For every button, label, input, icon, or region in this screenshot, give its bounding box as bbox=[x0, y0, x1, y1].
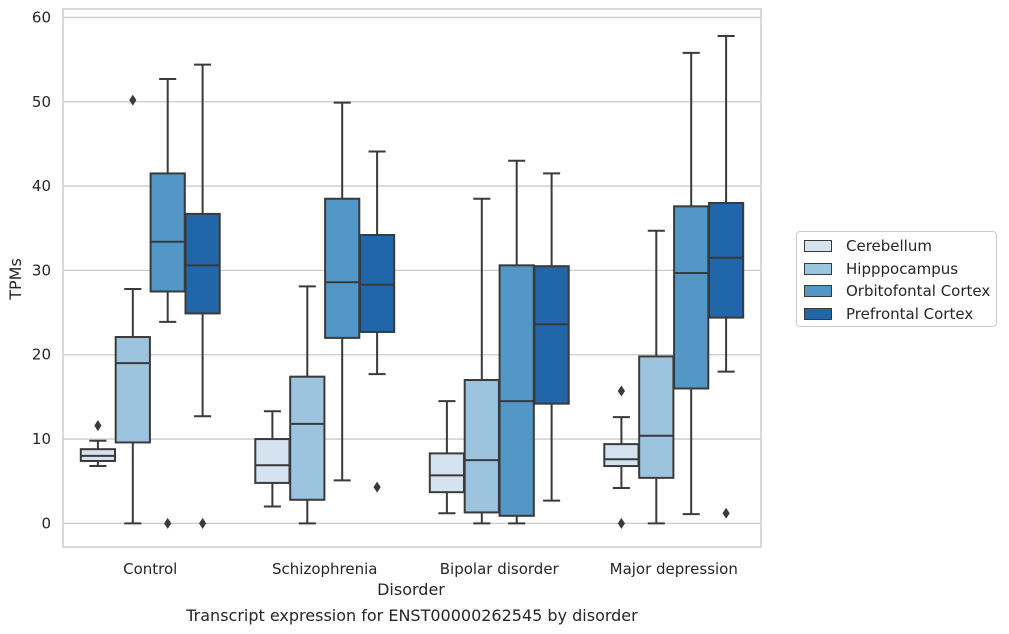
outlier-point bbox=[129, 94, 137, 106]
box-iqr bbox=[289, 375, 326, 501]
box-hipppocampus bbox=[114, 94, 151, 525]
box-iqr bbox=[463, 379, 500, 514]
legend-swatch bbox=[804, 285, 832, 298]
box-prefrontal-cortex bbox=[533, 172, 570, 502]
box-iqr bbox=[673, 205, 710, 390]
legend-item: Hipppocampus bbox=[804, 258, 996, 281]
legend-label: Hipppocampus bbox=[846, 259, 959, 278]
legend-swatch bbox=[804, 240, 832, 253]
chart-title: Transcript expression for ENST0000026254… bbox=[186, 606, 638, 625]
box-iqr bbox=[603, 443, 640, 468]
outlier-point bbox=[199, 517, 207, 529]
x-axis-label: Disorder bbox=[377, 580, 445, 599]
y-tick-label: 40 bbox=[32, 177, 51, 195]
box-iqr bbox=[149, 172, 186, 293]
box-hipppocampus bbox=[463, 197, 500, 525]
x-tick-label: Major depression bbox=[610, 560, 738, 578]
outlier-point bbox=[617, 385, 625, 397]
y-tick-label: 60 bbox=[32, 8, 51, 26]
box-iqr bbox=[254, 438, 291, 484]
box-prefrontal-cortex bbox=[358, 150, 396, 493]
box-iqr bbox=[324, 197, 361, 339]
legend-label: Prefrontal Cortex bbox=[846, 304, 974, 323]
x-tick-label: Bipolar disorder bbox=[440, 560, 560, 578]
outlier-point bbox=[94, 420, 102, 432]
legend-item: Orbitofontal Cortex bbox=[804, 280, 996, 303]
box-iqr bbox=[114, 336, 151, 444]
y-tick-label: 50 bbox=[32, 93, 51, 111]
legend-item: Prefrontal Cortex bbox=[804, 303, 996, 326]
y-tick-label: 10 bbox=[32, 430, 51, 448]
y-tick-label: 0 bbox=[41, 514, 51, 532]
box-iqr bbox=[498, 264, 535, 517]
outlier-point bbox=[373, 481, 381, 493]
box-hipppocampus bbox=[638, 229, 675, 525]
box-cerebellum bbox=[428, 400, 466, 515]
x-tick-label: Schizophrenia bbox=[272, 560, 377, 578]
y-tick-label: 20 bbox=[32, 346, 51, 364]
y-axis-ticks: 0 10 20 30 40 50 60 bbox=[32, 8, 51, 532]
legend-item: Cerebellum bbox=[804, 235, 996, 258]
box-iqr bbox=[358, 233, 396, 333]
box-cerebellum bbox=[603, 385, 640, 529]
box-cerebellum bbox=[254, 410, 291, 508]
legend: Cerebellum Hipppocampus Orbitofontal Corte… bbox=[796, 231, 997, 327]
box-prefrontal-cortex bbox=[184, 63, 221, 529]
legend-swatch bbox=[804, 262, 832, 275]
box-cerebellum bbox=[79, 420, 117, 468]
y-tick-label: 30 bbox=[32, 261, 51, 279]
box-iqr bbox=[707, 201, 745, 319]
legend-label: Cerebellum bbox=[846, 237, 932, 256]
box-iqr bbox=[533, 265, 570, 405]
box-orbitofontal-cortex bbox=[673, 51, 710, 516]
x-tick-label: Control bbox=[123, 560, 177, 578]
box-hipppocampus bbox=[289, 285, 326, 525]
box-iqr bbox=[638, 355, 675, 479]
outlier-point bbox=[617, 517, 625, 529]
plot-frame bbox=[62, 8, 762, 548]
outlier-point bbox=[164, 517, 172, 529]
box-orbitofontal-cortex bbox=[324, 101, 361, 482]
box-orbitofontal-cortex bbox=[498, 159, 535, 525]
legend-label: Orbitofontal Cortex bbox=[846, 282, 991, 301]
outlier-point bbox=[722, 507, 730, 519]
box-prefrontal-cortex bbox=[707, 34, 745, 519]
box-iqr bbox=[184, 212, 221, 315]
box-series bbox=[79, 34, 745, 529]
box-iqr bbox=[428, 452, 466, 494]
legend-swatch bbox=[804, 307, 832, 320]
y-axis-label: TPMs bbox=[6, 258, 25, 301]
x-axis-ticks: Control Schizophrenia Bipolar disorder Majo… bbox=[123, 560, 738, 578]
box-orbitofontal-cortex bbox=[149, 77, 186, 529]
